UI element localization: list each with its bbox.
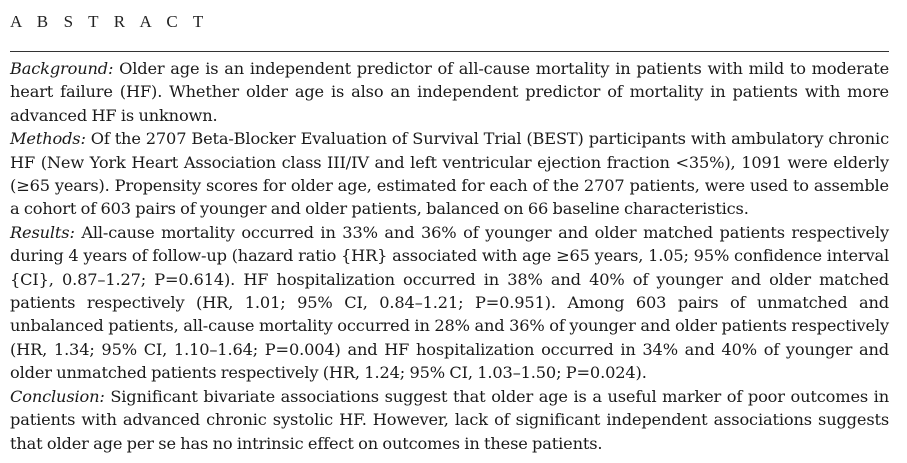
conclusion-paragraph: Conclusion: Significant bivariate associ… bbox=[10, 385, 889, 455]
results-paragraph: Results: All-cause mortality occurred in… bbox=[10, 221, 889, 385]
methods-label: Methods: bbox=[10, 129, 86, 149]
background-text: Older age is an independent predictor of… bbox=[10, 59, 889, 125]
results-label: Results: bbox=[10, 222, 75, 242]
methods-text: Of the 2707 Beta-Blocker Evaluation of S… bbox=[10, 129, 889, 219]
abstract-heading: A B S T R A C T bbox=[10, 12, 209, 31]
conclusion-text: Significant bivariate associations sugge… bbox=[10, 386, 889, 453]
conclusion-label: Conclusion: bbox=[10, 386, 105, 406]
abstract-section: A B S T R A C T Background: Older age is… bbox=[10, 10, 889, 455]
methods-paragraph: Methods: Of the 2707 Beta-Blocker Evalua… bbox=[10, 127, 889, 221]
background-paragraph: Background: Older age is an independent … bbox=[10, 57, 889, 127]
results-text: All-cause mortality occurred in 33% and … bbox=[10, 222, 889, 383]
background-label: Background: bbox=[10, 59, 114, 78]
heading-rule bbox=[10, 51, 889, 52]
